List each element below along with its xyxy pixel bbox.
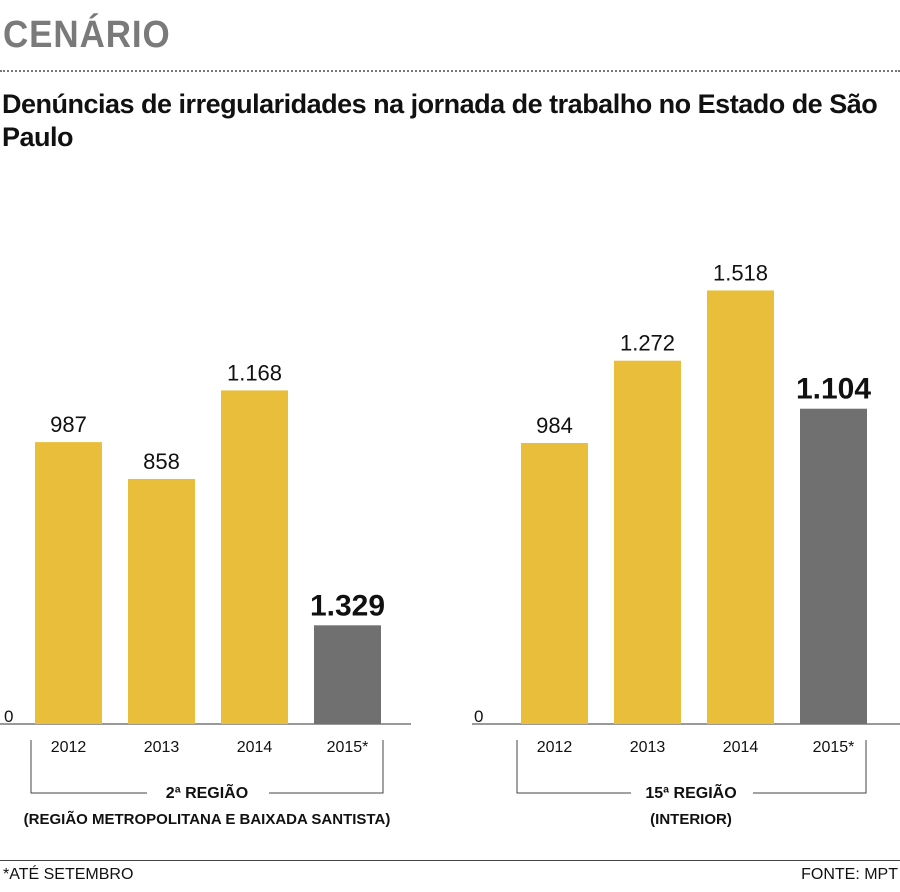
- category-tick-label: 2015*: [327, 739, 369, 756]
- data-label: 858: [143, 449, 180, 474]
- data-label: 987: [50, 412, 87, 437]
- category-tick-label: 2014: [723, 739, 759, 756]
- category-tick-label: 2012: [51, 739, 87, 756]
- zero-tick-label: 0: [4, 707, 13, 726]
- category-tick-label: 2014: [237, 739, 273, 756]
- group-label: 15ª REGIÃO: [645, 782, 736, 802]
- group-label: 2ª REGIÃO: [166, 782, 248, 802]
- category-tick-label: 2013: [630, 739, 666, 756]
- section-kicker: CENÁRIO: [3, 14, 171, 56]
- bar: [221, 390, 288, 724]
- source-note: FONTE: MPT: [801, 866, 898, 883]
- bar: [521, 442, 588, 724]
- data-label: 1.329: [310, 589, 385, 622]
- footer-rule: [0, 860, 900, 861]
- data-label: 1.168: [227, 360, 282, 385]
- data-label: 1.272: [620, 331, 675, 356]
- data-label: 1.104: [796, 373, 871, 406]
- group-bracket-right: [753, 740, 867, 794]
- group-sublabel: (INTERIOR): [650, 811, 732, 828]
- zero-tick-label: 0: [474, 707, 483, 726]
- group-bracket-left: [516, 740, 631, 794]
- group-bracket-left: [30, 740, 147, 794]
- bar-charts: 0 987 2012 858 2013 1.168 2014 1.329 2015* 2ª REG…: [0, 260, 900, 828]
- bar: [707, 290, 774, 724]
- bar: [800, 408, 867, 724]
- group-bracket-right: [269, 740, 384, 794]
- bar: [314, 625, 381, 724]
- bar: [614, 360, 681, 724]
- bar: [35, 442, 102, 724]
- category-tick-label: 2015*: [813, 739, 855, 756]
- category-tick-label: 2013: [144, 739, 180, 756]
- footnote: *ATÉ SETEMBRO: [3, 866, 134, 883]
- bar: [128, 478, 195, 724]
- category-tick-label: 2012: [537, 739, 573, 756]
- data-label: 1.518: [713, 260, 768, 285]
- data-label: 984: [536, 413, 573, 438]
- dotted-divider: [0, 70, 900, 72]
- chart-title: Denúncias de irregularidades na jornada …: [2, 89, 878, 152]
- group-sublabel: (REGIÃO METROPOLITANA E BAIXADA SANTISTA…: [24, 810, 391, 828]
